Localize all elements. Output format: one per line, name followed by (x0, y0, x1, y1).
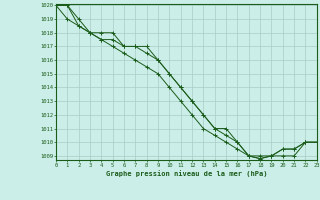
X-axis label: Graphe pression niveau de la mer (hPa): Graphe pression niveau de la mer (hPa) (106, 171, 267, 177)
